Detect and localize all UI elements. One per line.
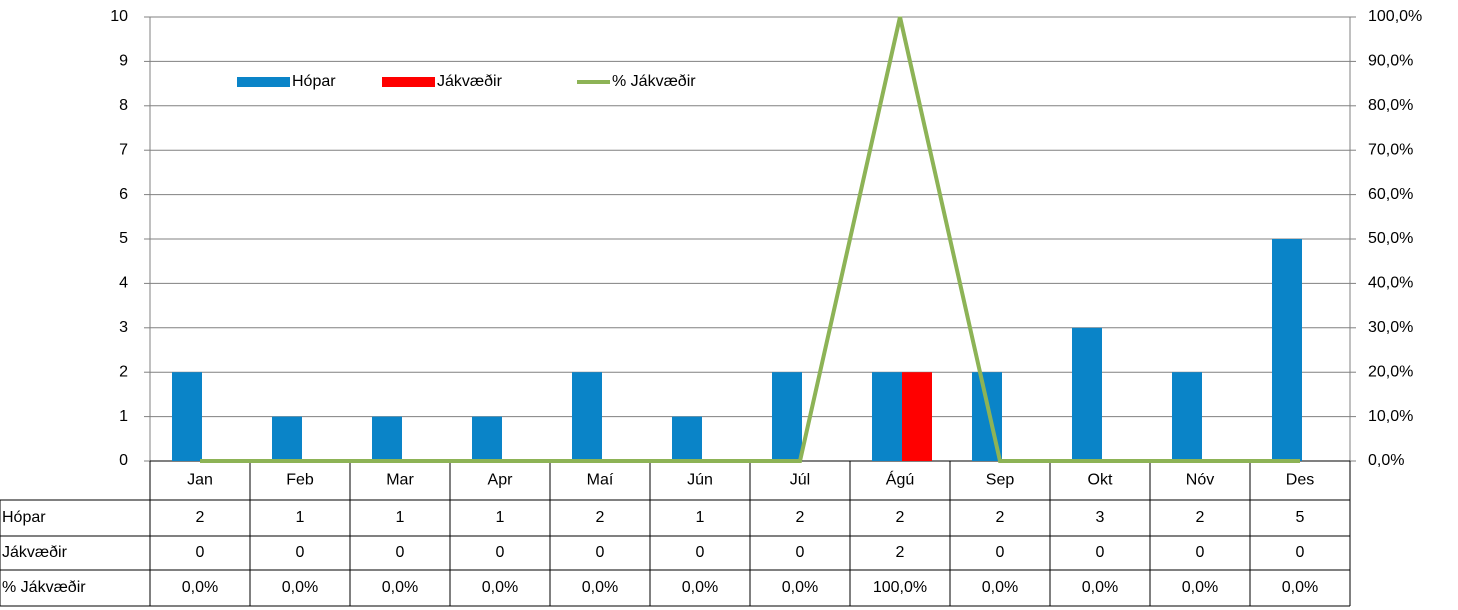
bar [572,372,602,461]
table-cell: 0 [296,544,305,561]
bar [1272,239,1302,461]
y2-tick-label: 100,0% [1368,8,1422,25]
table-cell: 1 [496,509,505,526]
table-cell: 0,0% [982,579,1018,596]
table-cell: 0 [1296,544,1305,561]
bar [772,372,802,461]
bar [1072,327,1102,461]
bar [1172,372,1202,461]
x-tick-label: Okt [1088,472,1113,489]
bar [272,416,302,461]
bar [902,372,932,461]
y2-tick-label: 80,0% [1368,97,1413,114]
table-cell: 0 [396,544,405,561]
table-row-label: Jákvæðir [2,544,68,561]
y-tick-label: 2 [119,363,128,380]
y-tick-label: 6 [119,186,128,203]
y2-tick-label: 30,0% [1368,319,1413,336]
bar [172,372,202,461]
y2-tick-label: 10,0% [1368,408,1413,425]
y2-tick-label: 0,0% [1368,452,1404,469]
table-cell: 1 [296,509,305,526]
y2-tick-label: 50,0% [1368,230,1413,247]
y-tick-label: 3 [119,319,128,336]
y-tick-label: 0 [119,452,128,469]
legend-swatch [382,77,435,87]
y-tick-label: 4 [119,275,128,292]
table-cell: 2 [896,544,905,561]
table-cell: 0 [496,544,505,561]
table-cell: 3 [1096,509,1105,526]
y-tick-label: 10 [110,8,128,25]
bar [672,416,702,461]
table-cell: 2 [796,509,805,526]
y-tick-label: 5 [119,230,128,247]
y2-tick-label: 70,0% [1368,141,1413,158]
legend-label: Hópar [292,73,336,90]
table-cell: 0,0% [182,579,218,596]
table-row-label: Hópar [2,509,46,526]
y-tick-label: 1 [119,408,128,425]
x-tick-label: Sep [986,472,1015,489]
table-cell: 0,0% [1282,579,1318,596]
line [200,16,1300,463]
table-cell: 0 [596,544,605,561]
table-cell: 0,0% [582,579,618,596]
table-cell: 1 [396,509,405,526]
legend-swatch [237,77,290,87]
y-tick-label: 7 [119,141,128,158]
x-tick-label: Feb [286,472,314,489]
table-cell: 2 [196,509,205,526]
x-tick-label: Nóv [1186,472,1214,489]
table-cell: 0,0% [1182,579,1218,596]
table-cell: 1 [696,509,705,526]
table-cell: 0 [196,544,205,561]
table-cell: 0,0% [1082,579,1118,596]
table-cell: 2 [1196,509,1205,526]
legend-label: % Jákvæðir [612,73,696,90]
table-cell: 0,0% [782,579,818,596]
x-tick-label: Mar [386,472,414,489]
table-cell: 0 [1096,544,1105,561]
x-tick-label: Apr [488,472,514,489]
table-cell: 0 [1196,544,1205,561]
y2-tick-label: 20,0% [1368,363,1413,380]
table-cell: 0 [996,544,1005,561]
bar [472,416,502,461]
x-tick-label: Júl [790,472,810,489]
table-cell: 0,0% [382,579,418,596]
table-cell: 2 [996,509,1005,526]
bar [872,372,902,461]
table-cell: 5 [1296,509,1305,526]
x-tick-label: Des [1286,472,1314,489]
bar [372,416,402,461]
table-cell: 0,0% [482,579,518,596]
table-row-label: % Jákvæðir [2,579,86,596]
table-cell: 100,0% [873,579,927,596]
x-tick-label: Maí [587,472,614,489]
table-cell: 0,0% [682,579,718,596]
y-tick-label: 8 [119,97,128,114]
x-tick-label: Jan [187,472,213,489]
table-cell: 0,0% [282,579,318,596]
table-cell: 2 [896,509,905,526]
x-tick-label: Jún [687,472,713,489]
table-cell: 0 [796,544,805,561]
y2-tick-label: 60,0% [1368,186,1413,203]
x-tick-label: Ágú [886,470,914,489]
y-tick-label: 9 [119,53,128,70]
table-cell: 2 [596,509,605,526]
y2-tick-label: 90,0% [1368,53,1413,70]
legend-label: Jákvæðir [437,73,503,90]
y2-tick-label: 40,0% [1368,275,1413,292]
table-cell: 0 [696,544,705,561]
